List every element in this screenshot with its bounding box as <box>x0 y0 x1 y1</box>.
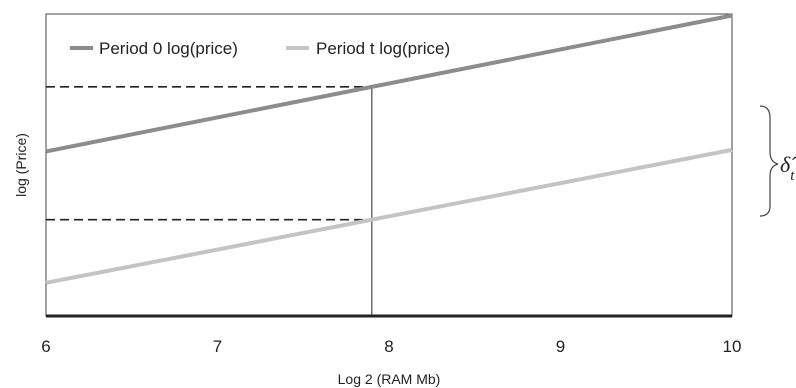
plot-frame <box>45 13 733 317</box>
series-line-period-t <box>45 147 733 285</box>
delta-label: δ̂t <box>780 152 796 184</box>
x-tick-labels: 6 7 8 9 10 <box>41 337 741 356</box>
x-tick-label: 10 <box>723 337 742 356</box>
series-layer <box>45 13 733 285</box>
x-tick-label: 7 <box>213 337 222 356</box>
plot-area <box>45 13 733 318</box>
legend: Period 0 log(price) Period t log(price) <box>70 39 450 58</box>
guide-lines <box>46 86 373 316</box>
delta-brace <box>759 105 779 217</box>
delta-annotation: δ̂t <box>759 105 796 217</box>
legend-label-period-0: Period 0 log(price) <box>99 39 238 58</box>
y-axis-title: log (Price) <box>13 133 29 197</box>
x-tick-label: 8 <box>384 337 393 356</box>
series-line-period-0 <box>45 13 733 154</box>
x-tick-label: 9 <box>556 337 565 356</box>
legend-label-period-t: Period t log(price) <box>316 39 450 58</box>
x-axis-title: Log 2 (RAM Mb) <box>338 371 441 387</box>
x-tick-label: 6 <box>41 337 50 356</box>
